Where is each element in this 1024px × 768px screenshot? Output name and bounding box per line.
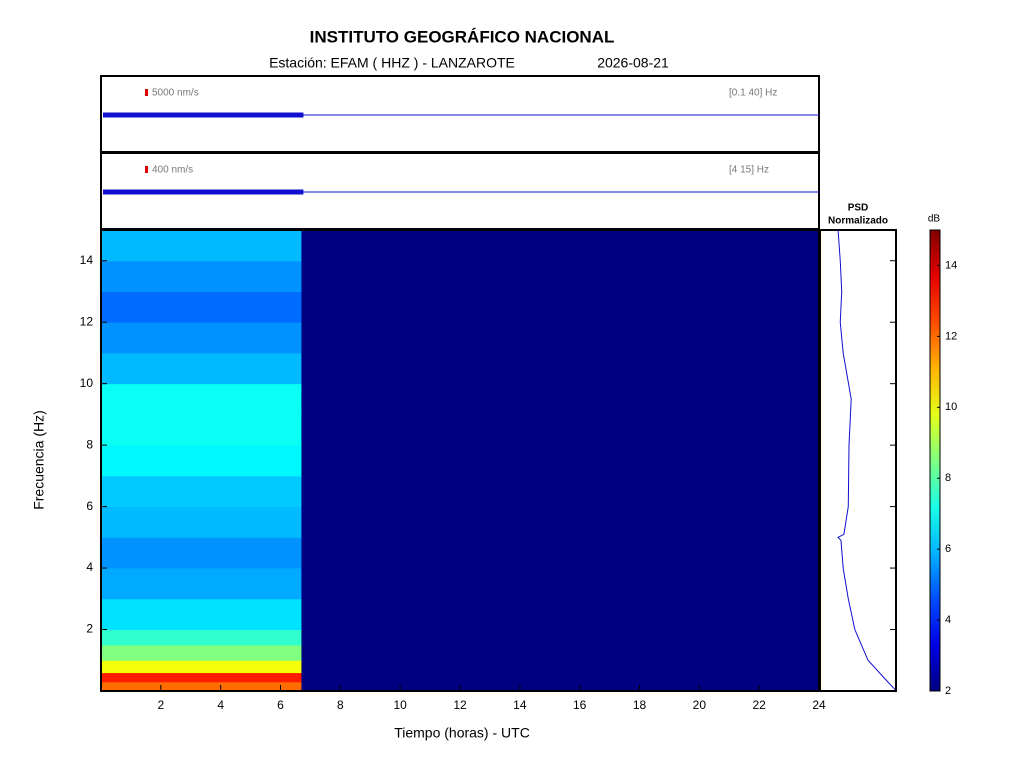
x-tick-label: 14	[513, 698, 527, 712]
colorbar-tick-label: 14	[945, 259, 957, 271]
station: Estación: EFAM ( HHZ ) - LANZAROTE	[269, 55, 515, 71]
spectrogram-cell	[301, 568, 820, 600]
scale-label: 400 nm/s	[152, 165, 193, 176]
colorbar-tick-label: 2	[945, 685, 951, 697]
spectrogram-cell	[301, 445, 820, 477]
spectrogram-cell	[101, 414, 302, 446]
colorbar	[929, 229, 941, 692]
colorbar-tick-label: 12	[945, 330, 957, 342]
spectrogram-cell	[301, 644, 820, 661]
spectrogram-cell	[101, 230, 302, 262]
psd-subtitle: Normalizado	[828, 216, 888, 227]
spectrogram-cell	[101, 506, 302, 538]
colorbar-tick-label: 8	[945, 472, 951, 484]
spectrogram-cell	[301, 681, 820, 692]
spectrogram-cell	[301, 598, 820, 631]
y-tick-label: 12	[80, 314, 94, 328]
spectrogram-cell	[301, 629, 820, 646]
x-tick-label: 16	[573, 698, 587, 712]
spectrogram-cell	[301, 322, 820, 354]
scale-bar	[145, 89, 148, 96]
x-tick-label: 6	[277, 698, 284, 712]
spectrogram-cell	[101, 322, 302, 354]
y-tick-label: 4	[86, 560, 93, 574]
spectrogram-cell	[101, 672, 302, 683]
x-tick-label: 18	[633, 698, 647, 712]
colorbar-tick-label: 4	[945, 614, 951, 626]
spectrogram-cell	[301, 414, 820, 446]
y-tick-label: 14	[80, 253, 94, 267]
y-tick-label: 10	[80, 376, 94, 390]
spectrogram-cell	[101, 629, 302, 646]
spectrogram-cell	[301, 537, 820, 569]
psd-title: PSD	[848, 203, 869, 214]
spectrogram-cell	[101, 681, 302, 692]
y-label: Frecuencia (Hz)	[31, 410, 47, 510]
x-tick-label: 24	[812, 698, 826, 712]
spectrogram-cell	[101, 445, 302, 477]
spectrogram-cell	[101, 383, 302, 415]
spectrogram-cell	[301, 230, 820, 262]
spectrogram-cell	[101, 475, 302, 508]
spectrogram-cell	[301, 291, 820, 323]
trace-active	[103, 189, 304, 195]
date: 2026-08-21	[597, 55, 669, 71]
spectrogram-cell	[101, 291, 302, 323]
spectrogram-cell	[301, 352, 820, 385]
y-tick-label: 8	[86, 437, 93, 451]
scale-bar	[145, 166, 148, 173]
spectrogram-cell	[101, 352, 302, 385]
spectrogram-cell	[301, 475, 820, 508]
x-tick-label: 20	[693, 698, 707, 712]
x-tick-label: 2	[157, 698, 164, 712]
spectrogram-cell	[301, 383, 820, 415]
x-tick-label: 8	[337, 698, 344, 712]
spectrogram-cell	[101, 598, 302, 631]
title: INSTITUTO GEOGRÁFICO NACIONAL	[310, 27, 615, 46]
spectrogram-cell	[101, 644, 302, 661]
y-tick-label: 2	[86, 622, 93, 636]
spectrogram-cell	[101, 260, 302, 292]
band-label: [4 15] Hz	[729, 165, 769, 176]
band-label: [0.1 40] Hz	[729, 88, 777, 99]
spectrogram-cell	[301, 260, 820, 292]
x-tick-label: 4	[217, 698, 224, 712]
psd-line	[837, 229, 896, 690]
psd-frame	[819, 229, 897, 692]
colorbar-tick-label: 10	[945, 401, 957, 413]
spectrogram-cell	[101, 537, 302, 569]
x-label: Tiempo (horas) - UTC	[394, 725, 530, 741]
spectrogram-cell	[301, 660, 820, 674]
x-tick-label: 12	[453, 698, 467, 712]
trace-active	[103, 112, 304, 118]
x-tick-label: 10	[393, 698, 407, 712]
spectrogram-cell	[301, 672, 820, 683]
spectrogram-cell	[101, 568, 302, 600]
spectrogram-cell	[101, 660, 302, 674]
x-tick-label: 22	[752, 698, 766, 712]
colorbar-label: dB	[928, 214, 941, 225]
spectrogram-cell	[301, 506, 820, 538]
y-tick-label: 6	[86, 499, 93, 513]
scale-label: 5000 nm/s	[152, 88, 199, 99]
colorbar-tick-label: 6	[945, 543, 951, 555]
